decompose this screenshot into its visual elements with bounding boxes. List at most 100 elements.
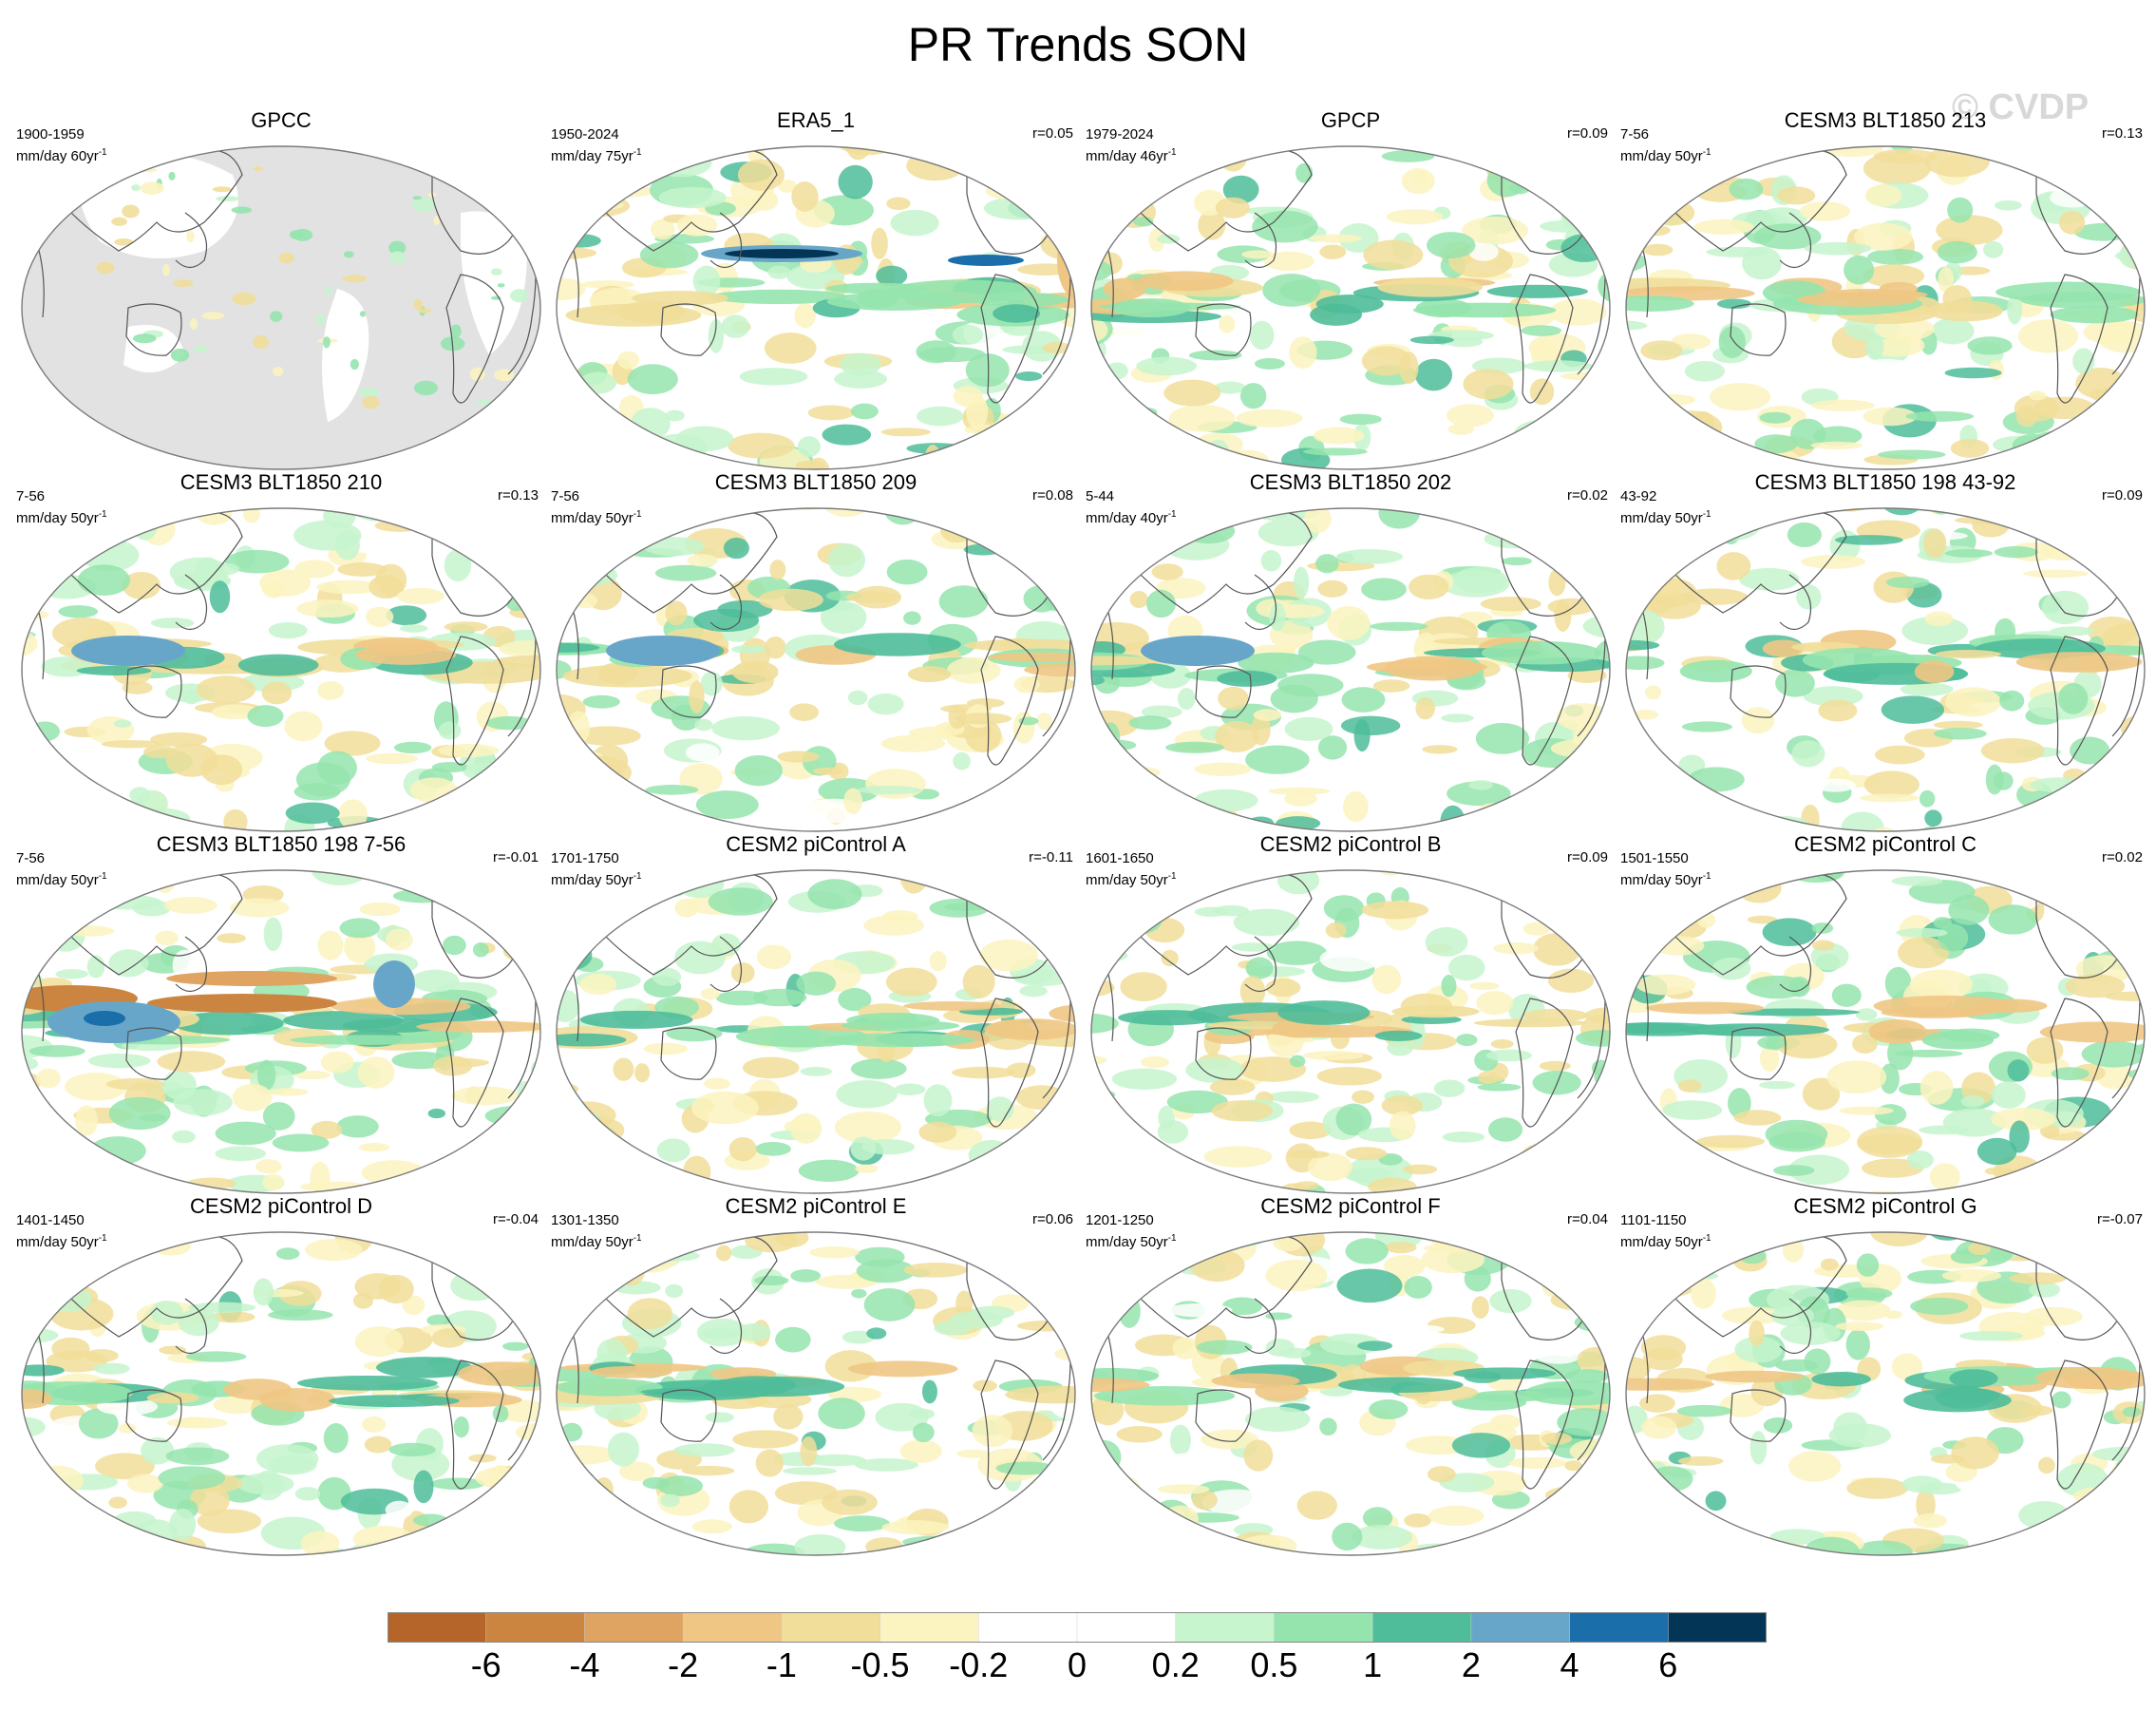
map-canvas <box>1625 145 2146 470</box>
units-text: mm/day 60yr <box>16 148 99 164</box>
units-exponent: -1 <box>633 1233 642 1244</box>
panel-units: mm/day 50yr-1 <box>1620 143 1712 165</box>
panel-title: GPCP <box>1320 108 1381 132</box>
units-exponent: -1 <box>1702 1233 1712 1244</box>
panel-units: mm/day 50yr-1 <box>16 505 107 527</box>
coastlines <box>567 1235 1071 1490</box>
map-border <box>1625 1231 2146 1556</box>
units-exponent: -1 <box>1167 1233 1177 1244</box>
colorbar-tick-label: -6 <box>470 1645 501 1684</box>
colorbar-swatch <box>485 1612 586 1643</box>
colorbar-swatch <box>879 1612 980 1643</box>
units-exponent: -1 <box>1167 147 1177 158</box>
panel-units: mm/day 50yr-1 <box>1086 1229 1177 1251</box>
units-exponent: -1 <box>1702 871 1712 882</box>
panel-units: mm/day 50yr-1 <box>16 867 107 889</box>
units-exponent: -1 <box>98 509 107 520</box>
map-canvas <box>556 507 1076 832</box>
colorbar-swatch <box>1470 1612 1571 1643</box>
pattern-correlation: r=-0.04 <box>493 1211 539 1227</box>
panel-period: 1950-2024 <box>551 126 619 143</box>
map-canvas <box>556 869 1076 1194</box>
panel-title: CESM3 BLT1850 213 <box>1784 108 1987 132</box>
map-border <box>21 145 541 470</box>
panel-period: 1601-1650 <box>1086 850 1154 866</box>
colorbar-swatch <box>978 1612 1078 1643</box>
map-border <box>21 507 541 832</box>
pattern-correlation: r=0.09 <box>2102 487 2143 504</box>
map-border <box>556 869 1076 1194</box>
colorbar-tick-label: 6 <box>1658 1645 1678 1684</box>
units-text: mm/day 50yr <box>551 872 634 888</box>
map-panel: CESM2 piControl G 1101-1150 mm/day 50yr-1 r… <box>1618 1194 2152 1556</box>
map-border <box>1090 507 1611 832</box>
units-text: mm/day 50yr <box>551 510 634 526</box>
panel-period: 1501-1550 <box>1620 850 1689 866</box>
trend-field <box>557 870 1075 1193</box>
colorbar-tick-label: -0.2 <box>949 1645 1009 1684</box>
panel-units: mm/day 50yr-1 <box>551 1229 642 1251</box>
page-title: PR Trends SON <box>907 18 1249 71</box>
map-canvas <box>1625 507 2146 832</box>
units-text: mm/day 50yr <box>16 510 99 526</box>
map-panel: ERA5_1 1950-2024 mm/day 75yr-1 r=0.05 <box>549 108 1083 470</box>
units-exponent: -1 <box>633 509 642 520</box>
pattern-correlation: r=0.02 <box>1567 487 1608 504</box>
map-panel: CESM3 BLT1850 198 7-56 7-56 mm/day 50yr-1 r… <box>14 832 548 1194</box>
panel-units: mm/day 50yr-1 <box>16 1229 107 1251</box>
pattern-correlation: r=0.04 <box>1567 1211 1608 1227</box>
map-panel: GPCP 1979-2024 mm/day 46yr-1 r=0.09 <box>1084 108 1617 470</box>
colorbar-swatch <box>682 1612 783 1643</box>
panel-units: mm/day 50yr-1 <box>1086 867 1177 889</box>
map-border <box>1625 507 2146 832</box>
colorbar-tick-label: 0 <box>1067 1645 1087 1684</box>
colorbar-tick-label: 1 <box>1363 1645 1383 1684</box>
colorbar-swatch <box>1076 1612 1177 1643</box>
colorbar-tick-label: -4 <box>569 1645 600 1684</box>
units-text: mm/day 50yr <box>1620 148 1703 164</box>
colorbar-outline <box>388 1612 1767 1643</box>
map-panel: CESM3 BLT1850 209 7-56 mm/day 50yr-1 r=0.08 <box>549 470 1083 832</box>
trend-field <box>1626 146 2145 469</box>
panel-title: CESM2 piControl E <box>725 1194 907 1218</box>
colorbar <box>388 1612 1767 1643</box>
panel-period: 1201-1250 <box>1086 1212 1154 1228</box>
panel-title: CESM2 piControl A <box>726 832 906 856</box>
pattern-correlation: r=0.02 <box>2102 849 2143 865</box>
colorbar-tick-label: 4 <box>1560 1645 1579 1684</box>
panel-period: 1979-2024 <box>1086 126 1154 143</box>
panel-units: mm/day 50yr-1 <box>551 867 642 889</box>
colorbar-swatch <box>1175 1612 1276 1643</box>
map-panel: CESM3 BLT1850 213 7-56 mm/day 50yr-1 r=0.13 <box>1618 108 2152 470</box>
panel-title: CESM3 BLT1850 202 <box>1249 470 1452 494</box>
panel-units: mm/day 50yr-1 <box>1620 1229 1712 1251</box>
units-exponent: -1 <box>1702 147 1712 158</box>
map-canvas <box>1090 145 1611 470</box>
map-canvas <box>21 1231 541 1556</box>
units-text: mm/day 50yr <box>1086 1234 1168 1250</box>
map-panel: CESM2 piControl C 1501-1550 mm/day 50yr-1 r… <box>1618 832 2152 1194</box>
panel-period: 43-92 <box>1620 488 1657 504</box>
map-border <box>21 869 541 1194</box>
map-canvas <box>21 507 541 832</box>
panel-units: mm/day 60yr-1 <box>16 143 107 165</box>
panel-units: mm/day 75yr-1 <box>551 143 642 165</box>
map-canvas <box>1090 507 1611 832</box>
map-canvas <box>1625 1231 2146 1556</box>
pattern-correlation: r=0.06 <box>1032 1211 1073 1227</box>
map-panel: CESM2 piControl A 1701-1750 mm/day 50yr-1 r… <box>549 832 1083 1194</box>
map-canvas <box>1090 869 1611 1194</box>
map-canvas <box>1625 869 2146 1194</box>
map-panel: CESM3 BLT1850 210 7-56 mm/day 50yr-1 r=0.13 <box>14 470 548 832</box>
panel-period: 7-56 <box>16 850 46 866</box>
pattern-correlation: r=0.08 <box>1032 487 1073 504</box>
colorbar-tick-label: -2 <box>668 1645 699 1684</box>
map-border <box>21 1231 541 1556</box>
map-border <box>1625 145 2146 470</box>
map-border <box>1090 869 1611 1194</box>
pattern-correlation: r=-0.07 <box>2097 1211 2143 1227</box>
panel-title: CESM2 piControl F <box>1260 1194 1441 1218</box>
units-text: mm/day 50yr <box>1620 1234 1703 1250</box>
watermark: © CVDP <box>1952 87 2090 127</box>
panel-units: mm/day 46yr-1 <box>1086 143 1177 165</box>
